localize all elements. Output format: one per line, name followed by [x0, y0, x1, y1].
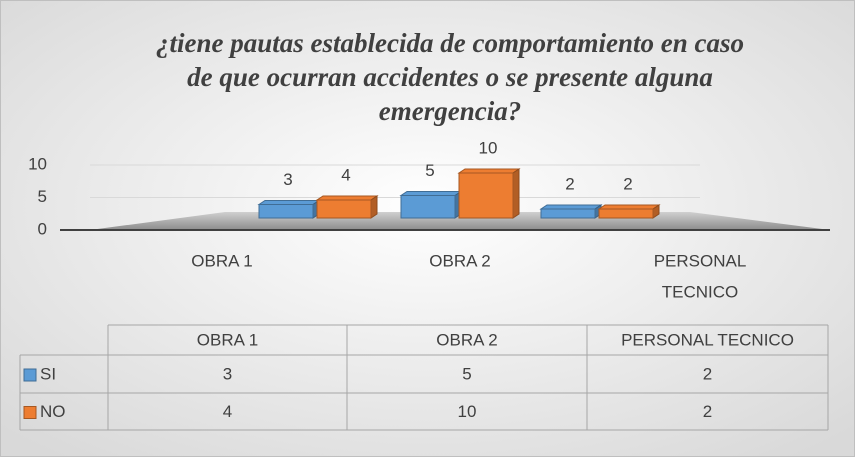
- x-tick-label: PERSONAL: [654, 251, 747, 270]
- legend-label: SI: [40, 364, 56, 383]
- x-tick-label: TECNICO: [662, 282, 739, 301]
- y-tick-label: 0: [38, 219, 47, 238]
- table-cell: 2: [703, 402, 712, 421]
- x-tick-label: OBRA 2: [429, 251, 490, 270]
- table-cell: 5: [462, 364, 471, 383]
- y-tick-label: 5: [38, 187, 47, 206]
- x-tick-label: OBRA 1: [191, 251, 252, 270]
- plot: ¿tiene pautas establecida de comportamie…: [19, 28, 830, 431]
- bar: [316, 199, 372, 219]
- chart-title: de que ocurran accidentes o se presente …: [187, 62, 713, 92]
- table-cell: 3: [223, 364, 232, 383]
- chart-title: ¿tiene pautas establecida de comportamie…: [156, 28, 744, 58]
- table-header: PERSONAL TECNICO: [621, 330, 794, 349]
- table-header: OBRA 2: [436, 330, 497, 349]
- data-label: 3: [283, 170, 292, 189]
- data-label: 2: [623, 174, 632, 193]
- bar-top: [539, 204, 603, 210]
- bar-top: [399, 191, 463, 196]
- legend-label: NO: [40, 402, 66, 421]
- bar-side: [512, 168, 520, 219]
- bar: [598, 208, 654, 219]
- legend-key: [23, 406, 37, 419]
- bar-side: [370, 195, 378, 219]
- table-cell: 2: [703, 364, 712, 383]
- bar: [458, 172, 514, 219]
- legend-key: [23, 368, 37, 382]
- data-label: 5: [425, 161, 434, 180]
- data-label: 4: [341, 165, 350, 184]
- data-label: 10: [479, 138, 498, 157]
- data-label: 2: [565, 174, 574, 193]
- table-cell: 10: [458, 402, 477, 421]
- bar-top: [315, 195, 379, 201]
- bar: [400, 195, 456, 219]
- bar-top: [257, 200, 321, 205]
- bar: [540, 208, 596, 219]
- bar: [258, 204, 314, 219]
- bar-top: [457, 168, 521, 174]
- table-cell: 4: [223, 402, 232, 421]
- y-tick-label: 10: [28, 154, 47, 173]
- chart-title: emergencia?: [379, 96, 521, 126]
- table-header: OBRA 1: [197, 330, 258, 349]
- bar-top: [597, 204, 661, 210]
